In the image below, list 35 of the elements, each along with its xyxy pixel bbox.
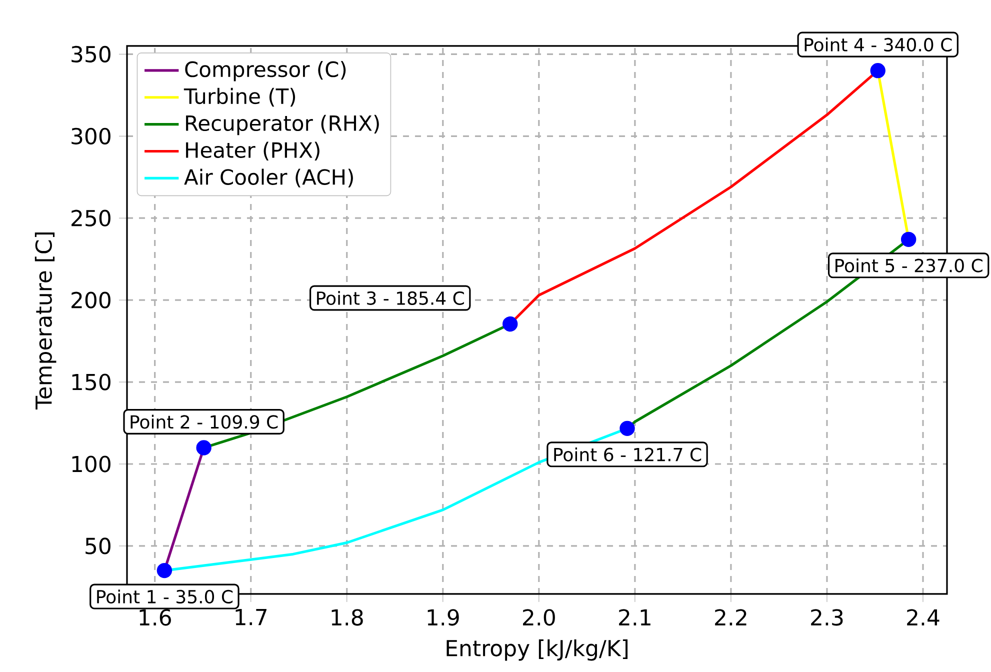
x-tick-label: 1.9 xyxy=(428,609,459,626)
annotation: Point 2 - 109.9 C xyxy=(130,414,278,429)
point xyxy=(620,420,635,436)
annotation: Point 6 - 121.7 C xyxy=(554,447,702,462)
point xyxy=(900,232,916,248)
x-tick-label: 2.4 xyxy=(907,609,940,626)
y-tick-label: 150 xyxy=(72,374,110,390)
legend-label: Recuperator (RHX) xyxy=(186,114,379,136)
legend-label: Air Cooler (ACH) xyxy=(184,168,353,188)
x-tick-label: 1.8 xyxy=(332,609,363,626)
annotation: Point 3 - 185.4 C xyxy=(317,291,464,305)
legend-label: Compressor (C) xyxy=(185,60,346,82)
x-tick-label: 1.6 xyxy=(140,609,171,626)
y-tick-label: 50 xyxy=(86,538,110,554)
annotation: Point 1 - 35.0 C xyxy=(97,590,233,604)
x-tick-label: 2.1 xyxy=(619,609,650,626)
x-tick-label: 2.3 xyxy=(811,609,843,626)
annotation: Point 5 - 237.0 C xyxy=(836,258,982,272)
point xyxy=(870,62,886,78)
point xyxy=(502,316,518,332)
y-axis-title: Temperature [C] xyxy=(34,232,56,410)
x-tick-label: 2.0 xyxy=(523,609,555,626)
y-tick-label: 100 xyxy=(72,456,110,472)
point xyxy=(196,440,212,456)
annotation: Point 4 - 340.0 C xyxy=(804,38,952,52)
x-tick-label: 2.2 xyxy=(715,609,746,626)
y-tick-label: 200 xyxy=(72,292,110,308)
y-tick-label: 250 xyxy=(72,210,110,226)
legend-label: Heater (PHX) xyxy=(186,142,320,160)
x-tick-label: 1.7 xyxy=(236,609,266,626)
point xyxy=(156,562,172,578)
y-tick-label: 300 xyxy=(72,128,110,144)
legend-label: Turbine (T) xyxy=(184,88,296,107)
y-tick-label: 350 xyxy=(72,46,110,62)
x-axis-title: Entropy [kJ/kg/K] xyxy=(446,639,628,661)
